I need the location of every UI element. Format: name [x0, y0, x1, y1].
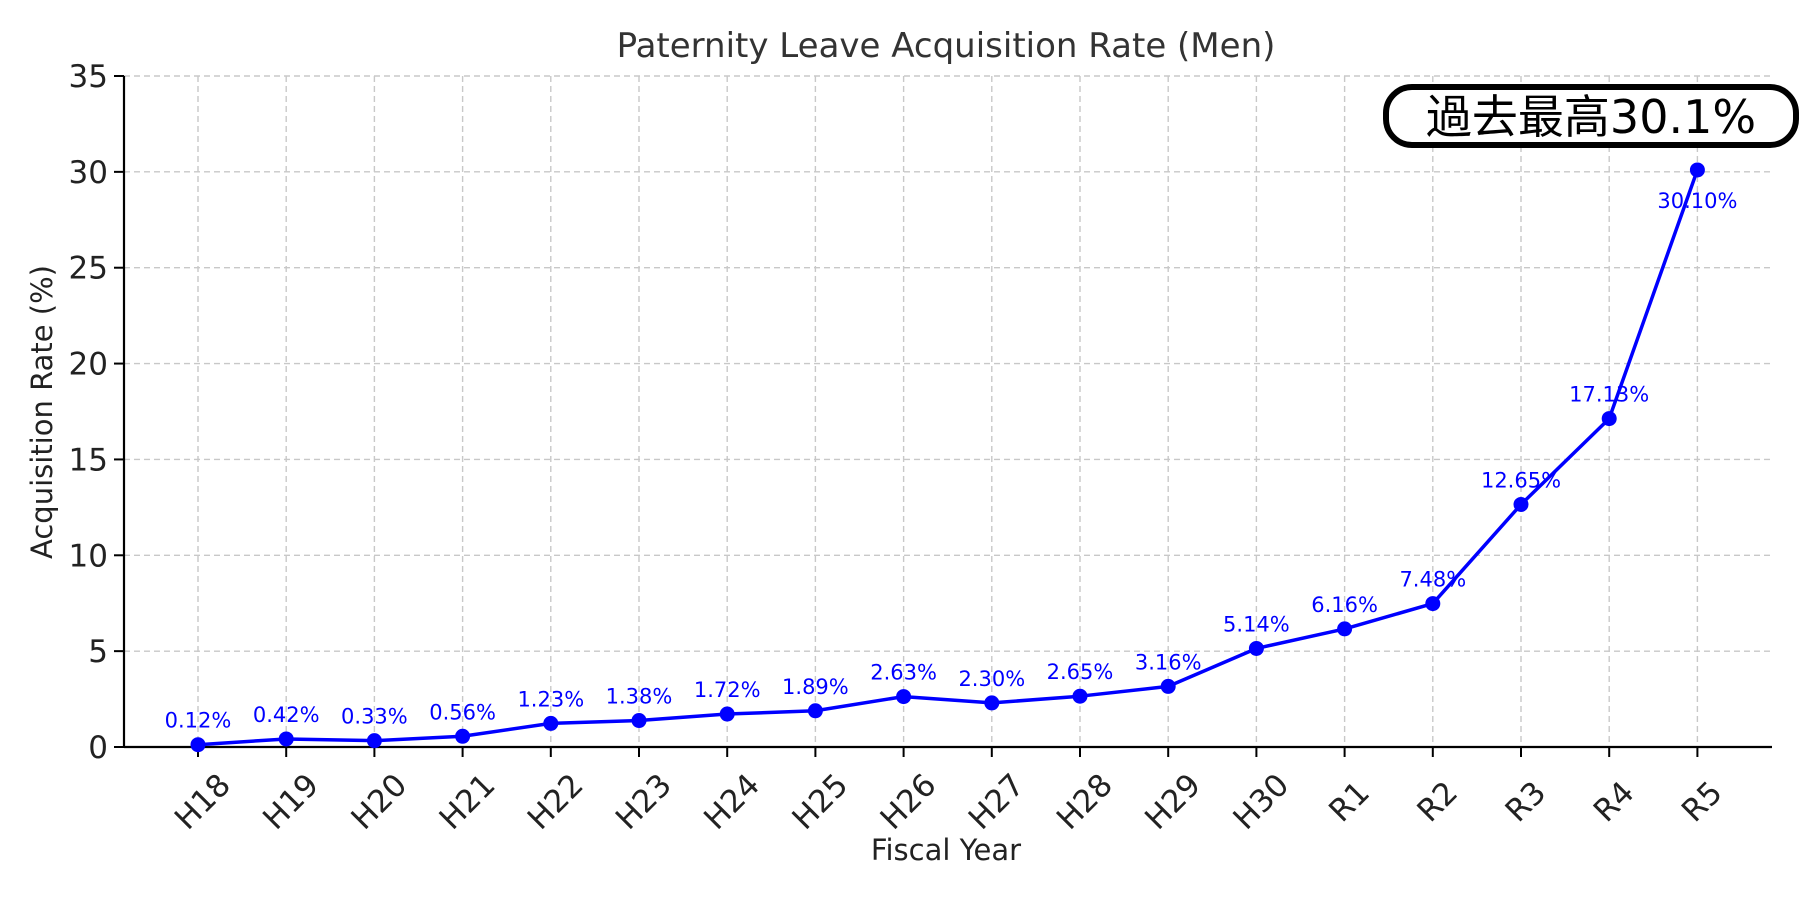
y-axis-label: Acquisition Rate (%): [25, 265, 59, 559]
data-point: [366, 733, 382, 749]
data-label: 1.23%: [517, 687, 584, 711]
x-tick-label: H23: [609, 767, 679, 837]
x-tick-label: H26: [874, 767, 944, 837]
y-tick-label: 5: [88, 634, 108, 670]
x-tick-label: H29: [1138, 767, 1208, 837]
chart-title: Paternity Leave Acquisition Rate (Men): [617, 26, 1276, 66]
series: [190, 162, 1705, 753]
data-point: [896, 689, 912, 705]
x-tick-label: H21: [433, 767, 503, 837]
y-tick-label: 25: [69, 251, 108, 287]
data-labels: 0.12% 0.42% 0.33% 0.56% 1.23% 1.38% 1.72% 1.89%…: [165, 189, 1738, 733]
data-label: 1.38%: [606, 685, 673, 709]
data-label: 2.30%: [958, 667, 1025, 691]
data-label: 2.63%: [870, 661, 937, 685]
data-point: [1513, 496, 1529, 512]
x-tick-label: H25: [785, 767, 855, 837]
y-tick-label: 10: [69, 538, 108, 574]
x-tick-label: H18: [168, 767, 238, 837]
data-label: 1.72%: [694, 678, 761, 702]
x-axis-label: Fiscal Year: [871, 833, 1021, 867]
callout-text: 過去最高30.1%: [1426, 90, 1756, 144]
data-label: 12.65%: [1481, 468, 1561, 492]
data-label: 1.89%: [782, 675, 849, 699]
data-point: [1160, 678, 1176, 694]
data-label: 0.56%: [429, 700, 496, 724]
data-label: 3.16%: [1135, 650, 1202, 674]
data-point: [1337, 621, 1353, 637]
x-tick-label: R5: [1675, 775, 1730, 830]
data-label: 30.10%: [1657, 189, 1737, 213]
x-tick-label: H24: [697, 767, 767, 837]
data-label: 5.14%: [1223, 612, 1290, 636]
x-tick-label: H22: [521, 767, 591, 837]
data-label: 7.48%: [1399, 568, 1466, 592]
y-tick-label: 15: [69, 442, 108, 478]
x-tick-label: H28: [1050, 767, 1120, 837]
x-tick-label: R3: [1499, 775, 1554, 830]
data-label: 17.13%: [1569, 383, 1649, 407]
axes: 0 5 10 15 20 25 30 35 H18 H19 H20 H21 H22 H23 H24 H25 H2…: [69, 59, 1772, 837]
data-label: 0.33%: [341, 705, 408, 729]
data-point: [719, 706, 735, 722]
grid: [124, 75, 1772, 747]
data-point: [1248, 640, 1264, 656]
x-tick-label: R4: [1587, 775, 1642, 830]
data-point: [631, 713, 647, 729]
data-point: [1072, 688, 1088, 704]
x-tick-label: R2: [1410, 775, 1465, 830]
x-tick-label: H20: [344, 767, 414, 837]
data-point: [543, 715, 559, 731]
data-label: 0.42%: [253, 703, 320, 727]
data-label: 2.65%: [1047, 660, 1114, 684]
data-label: 6.16%: [1311, 593, 1378, 617]
x-tick-label: H27: [962, 767, 1032, 837]
record-high-callout: 過去最高30.1%: [1383, 84, 1799, 148]
data-point: [807, 703, 823, 719]
data-point: [1689, 162, 1705, 178]
data-point: [1425, 596, 1441, 612]
y-tick-label: 20: [69, 347, 108, 383]
x-tick-label: H30: [1226, 767, 1296, 837]
data-point: [984, 695, 1000, 711]
data-point: [455, 728, 471, 744]
y-tick-label: 30: [69, 155, 108, 191]
x-tick-label: H19: [256, 767, 326, 837]
series-line: [197, 169, 1700, 747]
data-point: [190, 737, 206, 753]
x-tick-label: R1: [1322, 775, 1377, 830]
data-label: 0.12%: [165, 709, 232, 733]
y-tick-label: 0: [88, 730, 108, 766]
callout-box: [1383, 84, 1799, 148]
y-tick-label: 35: [69, 59, 108, 95]
data-point: [1601, 411, 1617, 427]
data-point: [278, 731, 294, 747]
